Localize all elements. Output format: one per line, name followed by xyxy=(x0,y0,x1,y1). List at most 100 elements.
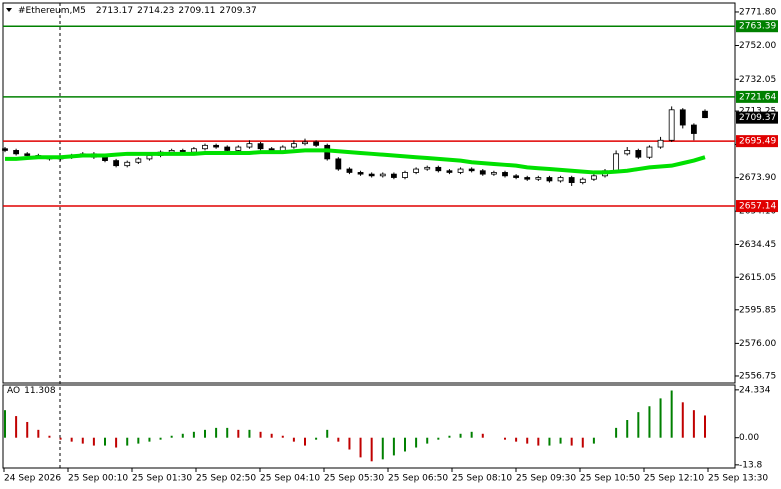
ao-bar xyxy=(137,437,140,444)
y-tick-label: -13.8 xyxy=(739,460,763,470)
indicator-frame xyxy=(2,384,736,469)
candle-body xyxy=(402,172,408,178)
menu-icon xyxy=(6,8,12,12)
ao-bar xyxy=(159,437,162,440)
y-tick-label: 2634.45 xyxy=(739,240,776,250)
candle-body xyxy=(257,143,264,150)
candle-body xyxy=(313,141,320,146)
ao-bar xyxy=(570,437,573,446)
candle-body xyxy=(368,173,375,177)
ao-bar xyxy=(470,431,473,438)
candle-body xyxy=(190,148,197,153)
x-tick-label: 25 Sep 13:30 xyxy=(708,474,768,484)
candle-body xyxy=(657,139,664,148)
ao-bar xyxy=(337,437,340,442)
header: #Ethereum,M5 2713.17 2714.23 2709.11 2709.37 xyxy=(18,6,257,16)
level-tag-label: 2695.49 xyxy=(739,137,776,147)
level-tag xyxy=(736,90,778,103)
ao-bar xyxy=(626,420,629,438)
candle-body xyxy=(668,109,675,141)
y-tick-label: 2615.05 xyxy=(739,273,776,283)
price-tag xyxy=(736,111,778,124)
candle-body xyxy=(302,141,308,145)
ohlc-value: 2709.11 xyxy=(178,6,215,16)
ao-bar xyxy=(226,427,229,438)
ao-bar xyxy=(559,437,562,444)
candle-body xyxy=(113,160,120,167)
ao-bar xyxy=(426,437,429,444)
ao-bar xyxy=(259,431,262,438)
ao-bar xyxy=(181,433,184,438)
candle-body xyxy=(146,155,153,160)
ao-bar xyxy=(59,437,62,440)
ao-bar xyxy=(415,437,418,448)
candle-body xyxy=(468,168,475,172)
level-tag-label: 2721.64 xyxy=(739,92,776,102)
ao-bar xyxy=(348,437,351,450)
ao-bar xyxy=(270,433,273,438)
ao-bar xyxy=(637,412,640,438)
indicator-name: AO xyxy=(7,386,20,396)
candle-body xyxy=(246,143,253,148)
y-tick-label: 2595.85 xyxy=(739,305,776,315)
candle-body xyxy=(224,146,231,151)
ao-bar xyxy=(237,429,240,438)
candle-body xyxy=(535,177,542,180)
ao-bar xyxy=(15,416,18,438)
y-tick-label: 2673.90 xyxy=(739,173,776,183)
ao-bar xyxy=(4,410,6,438)
level-tag-label: 2763.39 xyxy=(739,22,776,32)
ao-bar xyxy=(81,437,84,444)
candle-body xyxy=(135,158,142,163)
ao-bar xyxy=(659,398,662,438)
ao-bar xyxy=(359,437,362,458)
x-tick-label: 25 Sep 08:10 xyxy=(452,474,512,484)
ohlc-value: 2713.17 xyxy=(96,6,133,16)
ao-bar xyxy=(504,437,506,440)
candle-body xyxy=(524,177,531,180)
ao-bar xyxy=(648,406,651,438)
candle-body xyxy=(557,177,564,182)
ao-bar xyxy=(548,437,551,446)
ao-bar xyxy=(170,435,173,438)
ao-bar xyxy=(615,427,618,438)
ao-bar xyxy=(26,421,29,438)
candle-body xyxy=(646,146,653,158)
indicator-header: AO 11.308 xyxy=(7,386,56,396)
y-tick-label: 2732.05 xyxy=(739,75,776,85)
moving-average xyxy=(5,148,706,175)
x-tick-label: 25 Sep 02:50 xyxy=(196,474,256,484)
level-tag xyxy=(736,20,778,33)
ao-bar xyxy=(148,437,151,442)
price-tag-label: 2709.37 xyxy=(739,113,776,123)
ao-bar xyxy=(292,437,295,442)
candle-body xyxy=(613,153,620,172)
y-tick-label: 2771.80 xyxy=(739,7,776,17)
candle-body xyxy=(546,177,553,182)
ao-bar xyxy=(481,433,484,438)
y-tick-label: 2576.00 xyxy=(739,339,776,349)
ao-bar xyxy=(92,437,95,446)
ao-bar xyxy=(204,429,206,438)
candle-body xyxy=(513,175,520,178)
ao-bar xyxy=(437,437,440,440)
candle-body xyxy=(346,168,353,173)
main-frame xyxy=(2,2,736,384)
candle-body xyxy=(624,150,631,155)
candle-body xyxy=(335,158,342,170)
ao-bar xyxy=(281,435,284,438)
ohlc-value: 2714.23 xyxy=(137,6,174,16)
candle-body xyxy=(357,172,364,175)
ao-bar xyxy=(537,437,540,446)
candle-body xyxy=(479,170,486,175)
level-tag-label: 2657.14 xyxy=(739,202,776,212)
candle-body xyxy=(446,170,453,173)
candle-body xyxy=(579,178,586,183)
candle-body xyxy=(102,156,108,161)
title: #Ethereum,M5 xyxy=(18,6,86,16)
candle-body xyxy=(435,166,442,172)
ao-bar xyxy=(215,427,218,438)
candle-body xyxy=(490,172,497,175)
candle-body xyxy=(590,175,597,180)
